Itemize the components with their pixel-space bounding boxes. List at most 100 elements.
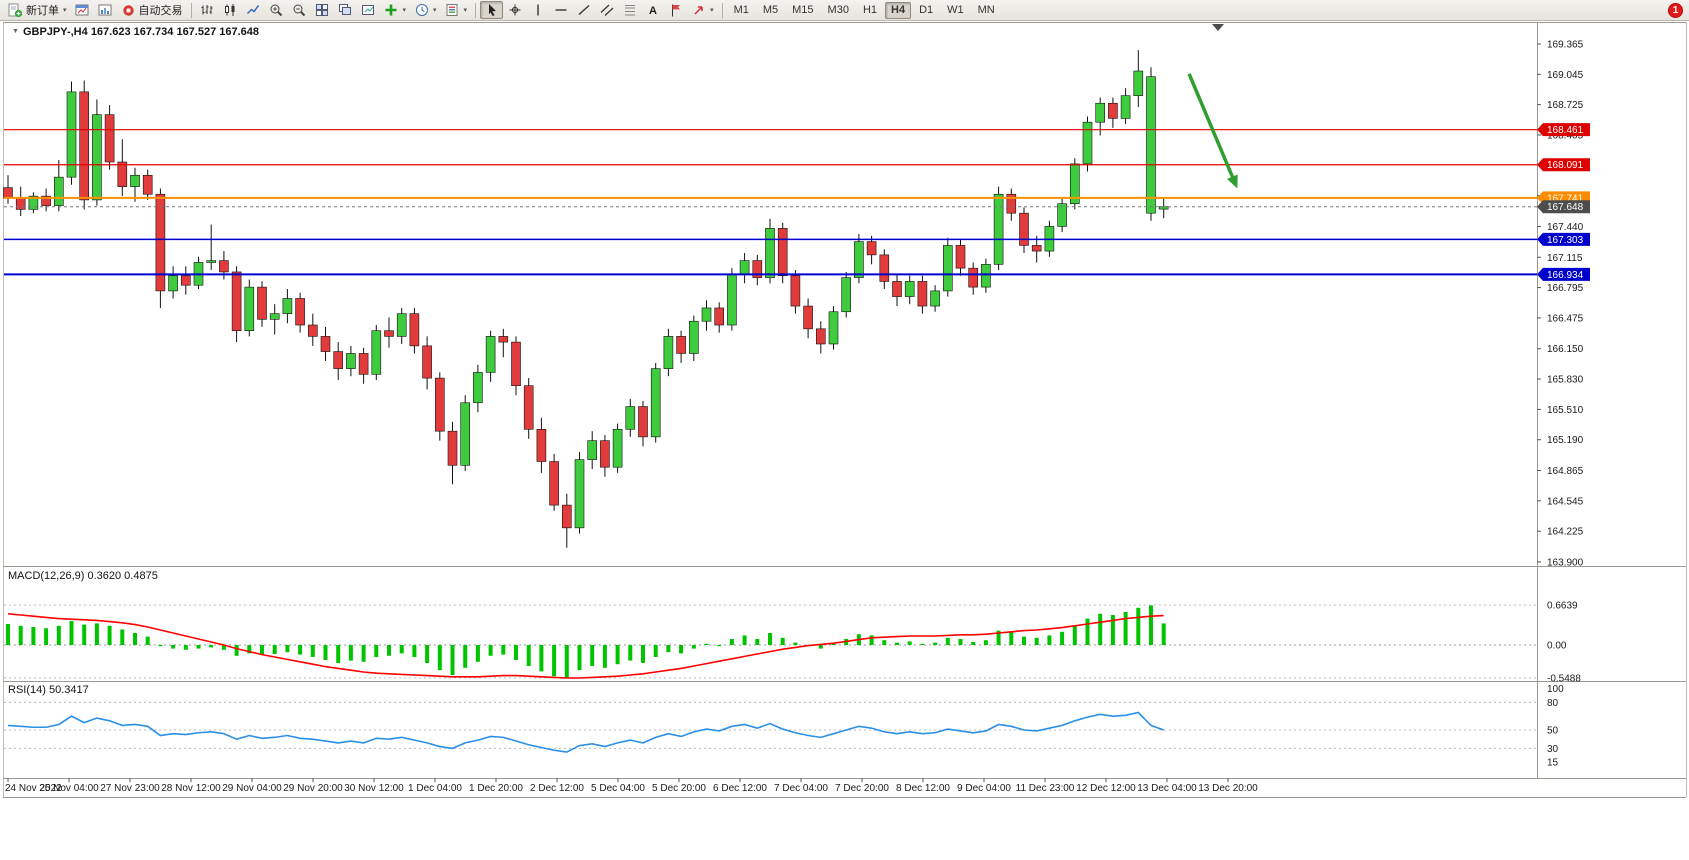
- fibo-icon: [622, 3, 637, 18]
- timeframe-m1-button[interactable]: M1: [733, 4, 749, 16]
- svg-text:100: 100: [1547, 684, 1564, 695]
- svg-text:80: 80: [1547, 698, 1559, 709]
- svg-text:12 Dec 12:00: 12 Dec 12:00: [1076, 783, 1136, 794]
- svg-text:169.045: 169.045: [1547, 70, 1584, 81]
- new-order-label: 新订单: [26, 5, 59, 17]
- svg-text:164.865: 164.865: [1547, 466, 1584, 477]
- price-tag-167.648: 167.648: [1537, 200, 1590, 214]
- svg-text:1 Dec 20:00: 1 Dec 20:00: [469, 783, 523, 794]
- line-chart-button[interactable]: [242, 1, 265, 19]
- arrows-button[interactable]: ▾: [687, 1, 718, 19]
- timeframe-h1-button[interactable]: H1: [862, 4, 878, 16]
- candles-icon: [223, 3, 238, 18]
- svg-text:28 Nov 12:00: 28 Nov 12:00: [161, 783, 221, 794]
- svg-text:166.475: 166.475: [1547, 313, 1584, 324]
- svg-text:165.510: 165.510: [1547, 405, 1584, 416]
- zoom-in-button[interactable]: [265, 1, 288, 19]
- new-order-button[interactable]: 新订单 ▾: [4, 1, 71, 19]
- timeframe-m15-button[interactable]: M15: [792, 4, 814, 16]
- candlestick-chart-button[interactable]: [219, 1, 242, 19]
- price-tag-168.461: 168.461: [1537, 123, 1590, 137]
- svg-text:0.00: 0.00: [1547, 641, 1567, 652]
- svg-text:165.190: 165.190: [1547, 435, 1584, 446]
- text-button[interactable]: A: [641, 1, 664, 19]
- new-chart-icon: [75, 3, 90, 18]
- timeframe-w1-button[interactable]: W1: [947, 4, 964, 16]
- chart-title: ▼ GBPJPY-,H4 167.623 167.734 167.527 167.…: [12, 26, 259, 38]
- svg-text:0.6639: 0.6639: [1547, 601, 1578, 612]
- horizontal-line-button[interactable]: [549, 1, 572, 19]
- timeframe-m5-button[interactable]: M5: [762, 4, 779, 16]
- fibonacci-retracement-button[interactable]: [618, 1, 641, 19]
- macd-histogram: [6, 605, 1166, 678]
- toolbar-separator: [721, 2, 723, 18]
- svg-text:164.225: 164.225: [1547, 527, 1584, 538]
- dropdown-arrow-icon[interactable]: ▾: [463, 7, 468, 14]
- auto-trading-button[interactable]: 自动交易: [117, 1, 187, 19]
- templates-icon: [445, 3, 460, 18]
- price-tag-166.934: 166.934: [1537, 267, 1590, 281]
- cursor-button[interactable]: [480, 1, 504, 19]
- bar-chart-button[interactable]: [196, 1, 219, 19]
- timeframe-h4-button[interactable]: H4: [885, 1, 912, 19]
- vline-icon: [530, 3, 545, 18]
- svg-text:7 Dec 04:00: 7 Dec 04:00: [774, 783, 828, 794]
- chart-shift-marker[interactable]: [1212, 24, 1224, 31]
- svg-text:29 Nov 04:00: 29 Nov 04:00: [222, 783, 282, 794]
- text-label-button[interactable]: [664, 1, 687, 19]
- macd-axis: 0.6639 0.00 -0.5488: [4, 601, 1581, 684]
- templates-button[interactable]: ▾: [441, 1, 472, 19]
- auto-trading-icon: [121, 3, 136, 18]
- dropdown-arrow-icon[interactable]: ▾: [63, 7, 67, 14]
- new-order-icon: [8, 3, 23, 18]
- timeframe-m30-button[interactable]: M30: [827, 4, 849, 16]
- dropdown-arrow-icon[interactable]: ▾: [710, 7, 714, 14]
- trendline-icon: [576, 3, 591, 18]
- equidistant-channel-button[interactable]: [595, 1, 618, 19]
- oneclick-trading-toggle-icon[interactable]: ▼: [12, 28, 19, 35]
- svg-text:169.365: 169.365: [1547, 40, 1584, 51]
- zoom-out-button[interactable]: [288, 1, 311, 19]
- tile-icon: [315, 3, 330, 18]
- svg-text:168.091: 168.091: [1547, 160, 1584, 171]
- trend-arrow-annotation[interactable]: [1187, 73, 1238, 189]
- trendline-button[interactable]: [572, 1, 595, 19]
- new-chart-button[interactable]: [71, 1, 94, 19]
- timeframe-d1-button[interactable]: D1: [919, 4, 934, 16]
- svg-text:5 Dec 20:00: 5 Dec 20:00: [652, 783, 706, 794]
- svg-text:167.303: 167.303: [1547, 235, 1584, 246]
- periods-button[interactable]: ▾: [410, 1, 441, 19]
- dropdown-arrow-icon[interactable]: ▾: [402, 7, 407, 14]
- timeframe-mn-button[interactable]: MN: [977, 4, 995, 16]
- svg-text:168.461: 168.461: [1547, 125, 1584, 136]
- price-axis[interactable]: 169.365169.045168.725168.405168.085167.7…: [1537, 40, 1584, 569]
- cascade-windows-button[interactable]: [334, 1, 357, 19]
- profiles-button[interactable]: [94, 1, 117, 19]
- dropdown-arrow-icon[interactable]: ▾: [433, 7, 437, 14]
- svg-text:30 Nov 12:00: 30 Nov 12:00: [344, 783, 404, 794]
- track-chart-button[interactable]: [357, 1, 380, 19]
- indicators-button[interactable]: ▾: [380, 1, 411, 19]
- svg-text:166.795: 166.795: [1547, 283, 1584, 294]
- auto-trading-label: 自动交易: [138, 5, 183, 17]
- bars-icon: [200, 3, 215, 18]
- indicators-icon: [384, 3, 399, 18]
- chart-symbol-period: GBPJPY-,H4: [22, 26, 88, 38]
- price-tag-168.091: 168.091: [1537, 158, 1590, 172]
- svg-text:167.440: 167.440: [1547, 222, 1584, 233]
- vertical-line-button[interactable]: [526, 1, 549, 19]
- svg-text:166.934: 166.934: [1547, 270, 1584, 281]
- svg-text:-0.5488: -0.5488: [1547, 673, 1581, 684]
- track-icon: [361, 3, 376, 18]
- toolbar-separator: [190, 2, 192, 18]
- svg-text:1 Dec 04:00: 1 Dec 04:00: [408, 783, 462, 794]
- tile-windows-button[interactable]: [311, 1, 334, 19]
- candlesticks: [3, 50, 1169, 548]
- crosshair-button[interactable]: [503, 1, 526, 19]
- zoom-in-icon: [269, 3, 284, 18]
- svg-text:24 Nov 2022: 24 Nov 2022: [5, 783, 62, 794]
- crosshair-icon: [507, 3, 522, 18]
- notification-badge[interactable]: 1: [1668, 3, 1683, 18]
